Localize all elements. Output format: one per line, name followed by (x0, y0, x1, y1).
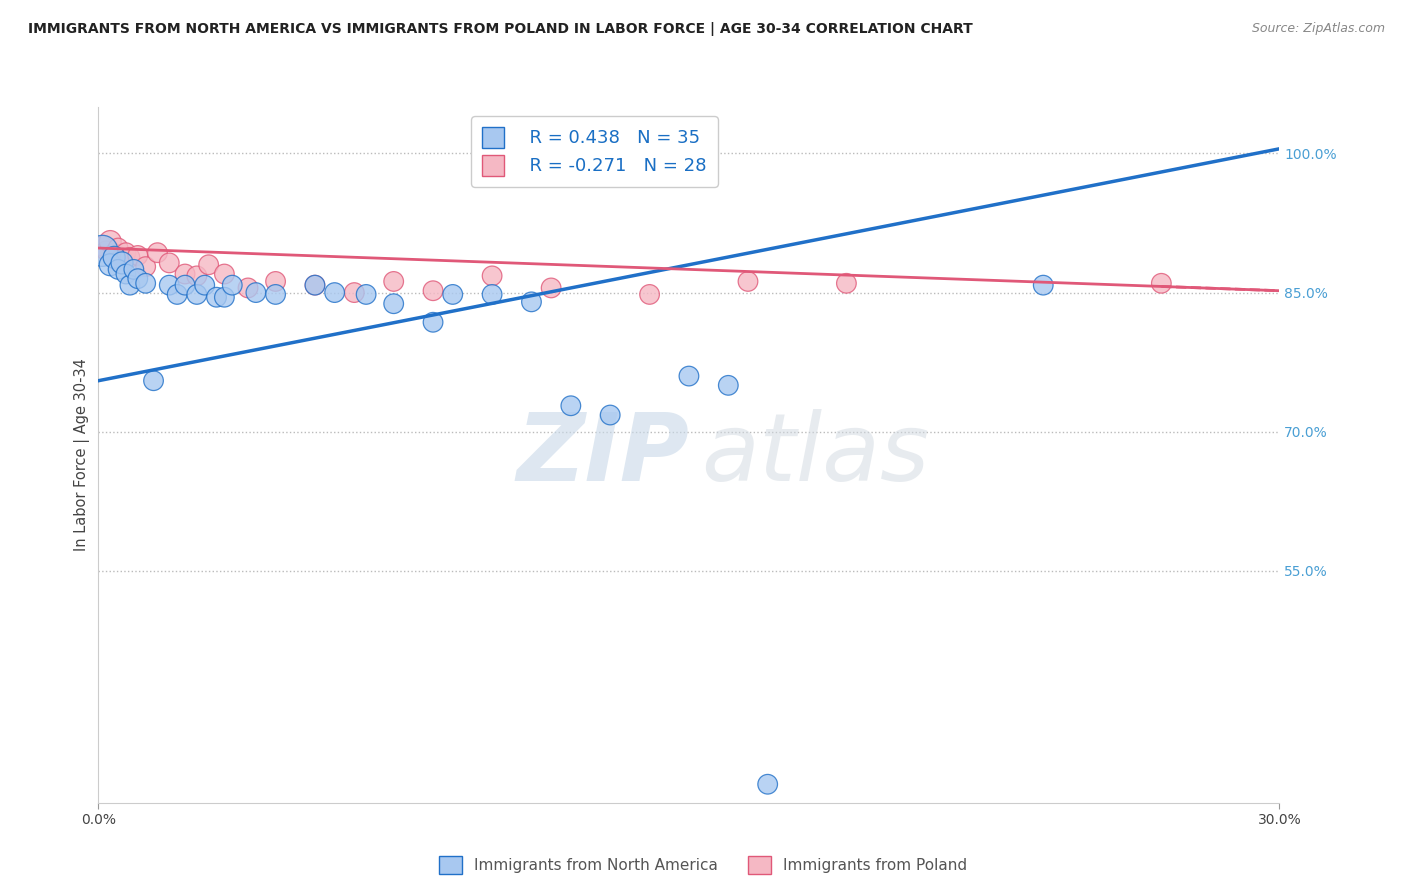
Point (103, 250, 125, 264)
Point (96, 244, 118, 258)
Point (157, 256, 180, 270)
Point (304, 278, 326, 293)
Point (304, 278, 326, 293)
Point (186, 287, 208, 301)
Point (481, 268, 503, 283)
Point (737, 275, 759, 289)
Point (214, 267, 236, 281)
Point (166, 287, 188, 301)
Point (678, 369, 700, 384)
Point (194, 278, 217, 293)
Point (186, 268, 208, 283)
Point (103, 246, 125, 260)
Point (354, 287, 377, 301)
Point (111, 256, 134, 270)
Point (111, 250, 134, 264)
Point (245, 285, 267, 300)
Point (560, 399, 582, 413)
Point (135, 260, 157, 274)
Point (441, 287, 464, 301)
Legend:   R = 0.438   N = 35,   R = -0.271   N = 28: R = 0.438 N = 35, R = -0.271 N = 28 (471, 116, 717, 186)
Point (127, 248, 149, 262)
Point (599, 408, 621, 422)
Point (1150, 277, 1173, 291)
Point (481, 287, 503, 301)
Text: atlas: atlas (700, 409, 929, 500)
Point (118, 250, 141, 264)
Point (107, 241, 129, 255)
Point (717, 378, 740, 392)
Point (157, 278, 180, 293)
Point (91, 239, 114, 253)
Point (382, 296, 405, 310)
Text: Source: ZipAtlas.com: Source: ZipAtlas.com (1251, 22, 1385, 36)
Point (197, 258, 219, 272)
Point (520, 294, 543, 309)
Point (422, 315, 444, 329)
Point (115, 267, 138, 281)
Point (174, 267, 197, 281)
Text: IMMIGRANTS FROM NORTH AMERICA VS IMMIGRANTS FROM POLAND IN LABOR FORCE | AGE 30-: IMMIGRANTS FROM NORTH AMERICA VS IMMIGRA… (28, 22, 973, 37)
Point (323, 285, 346, 300)
Point (127, 271, 149, 285)
Point (118, 278, 141, 293)
Point (205, 290, 228, 304)
Point (638, 287, 661, 301)
Point (422, 284, 444, 298)
Text: ZIP: ZIP (516, 409, 689, 501)
Point (174, 278, 197, 293)
Point (142, 374, 165, 388)
Point (146, 245, 169, 260)
Point (540, 281, 562, 295)
Point (236, 281, 259, 295)
Point (1032, 278, 1054, 293)
Point (835, 277, 858, 291)
Point (264, 287, 287, 301)
Point (382, 275, 405, 289)
Point (107, 262, 129, 277)
Point (214, 290, 236, 304)
Point (98, 258, 121, 272)
Point (221, 278, 243, 293)
Legend: Immigrants from North America, Immigrants from Poland: Immigrants from North America, Immigrant… (433, 850, 973, 880)
Point (756, 777, 779, 791)
Point (91, 244, 114, 258)
Point (135, 277, 157, 291)
Point (343, 285, 366, 300)
Point (264, 275, 287, 289)
Y-axis label: In Labor Force | Age 30-34: In Labor Force | Age 30-34 (75, 359, 90, 551)
Point (98, 235, 121, 249)
Point (115, 245, 138, 260)
Point (122, 262, 145, 277)
